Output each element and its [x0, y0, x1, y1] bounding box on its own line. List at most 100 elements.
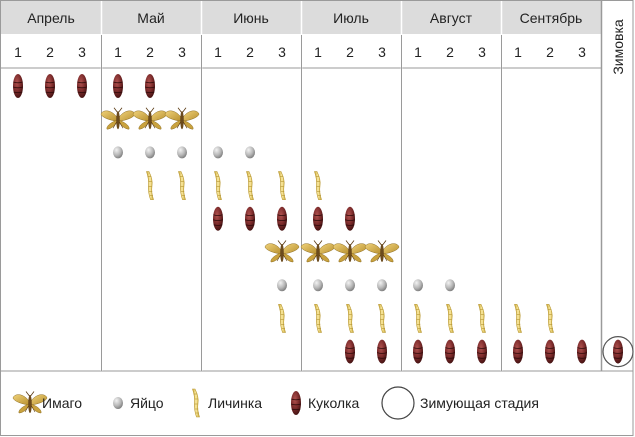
legend-label: Зимующая стадия: [420, 395, 539, 411]
egg-icon: [277, 279, 287, 292]
wintering-column: Зимовка: [602, 19, 634, 368]
decade-label: 2: [446, 44, 454, 60]
larva-icon: [314, 304, 322, 333]
stage-row: [278, 304, 554, 333]
moth-icon: [364, 240, 400, 263]
pupa-icon: [276, 206, 288, 232]
egg-icon: [445, 279, 455, 292]
month-label: Июль: [333, 10, 369, 26]
egg-icon: [177, 146, 187, 159]
larva-icon: [246, 171, 254, 200]
legend-label: Куколка: [308, 395, 360, 411]
decade-label: 3: [178, 44, 186, 60]
larva-icon: [346, 304, 354, 333]
egg-icon: [413, 279, 423, 292]
moth-icon: [100, 107, 136, 130]
legend-label: Имаго: [42, 395, 82, 411]
larva-icon: [514, 304, 522, 333]
egg-icon: [313, 279, 323, 292]
egg-icon: [113, 397, 123, 409]
decade-label: 1: [314, 44, 322, 60]
pupa-icon: [344, 206, 356, 232]
legend-item-egg: Яйцо: [113, 395, 164, 411]
decade-label: 2: [346, 44, 354, 60]
pupa-icon: [12, 73, 24, 99]
stage-row: [212, 206, 356, 232]
moth-icon: [332, 240, 368, 263]
month-label: Август: [430, 10, 473, 26]
pupa-icon: [612, 339, 624, 365]
egg-icon: [245, 146, 255, 159]
decade-label: 3: [478, 44, 486, 60]
legend-item-imago: Имаго: [12, 391, 82, 414]
decade-label: 3: [278, 44, 286, 60]
larva-icon: [146, 171, 154, 200]
legend-item-pupa: Куколка: [290, 390, 360, 416]
pupa-icon: [444, 339, 456, 365]
stage-row: [146, 171, 322, 200]
decade-label: 1: [114, 44, 122, 60]
decade-label: 2: [146, 44, 154, 60]
wintering-pupa: [602, 336, 634, 368]
decade-label: 3: [378, 44, 386, 60]
pupa-icon: [544, 339, 556, 365]
pupa-icon: [112, 73, 124, 99]
moth-icon: [132, 107, 168, 130]
decade-label: 3: [578, 44, 586, 60]
stage-row: [277, 279, 455, 292]
pupa-icon: [212, 206, 224, 232]
pupa-icon: [476, 339, 488, 365]
decade-label: 2: [246, 44, 254, 60]
pupa-icon: [44, 73, 56, 99]
moth-icon: [164, 107, 200, 130]
decade-label: 3: [78, 44, 86, 60]
larva-icon: [178, 171, 186, 200]
egg-icon: [145, 146, 155, 159]
legend-label: Яйцо: [130, 395, 164, 411]
stage-row: [12, 73, 156, 99]
egg-icon: [345, 279, 355, 292]
larva-icon: [314, 171, 322, 200]
pupa-icon: [312, 206, 324, 232]
legend-label: Личинка: [208, 395, 262, 411]
decade-label: 1: [14, 44, 22, 60]
legend-item-wintering: Зимующая стадия: [381, 386, 539, 420]
decade-label: 1: [514, 44, 522, 60]
month-label: Апрель: [27, 10, 75, 26]
month-label: Сентябрь: [520, 10, 583, 26]
month-label: Май: [137, 10, 164, 26]
decade-label: 2: [546, 44, 554, 60]
stage-row: [100, 107, 200, 130]
egg-icon: [113, 146, 123, 159]
larva-icon: [546, 304, 554, 333]
decade-label: 1: [414, 44, 422, 60]
stage-row: [264, 240, 400, 263]
decade-label: 1: [214, 44, 222, 60]
egg-icon: [213, 146, 223, 159]
legend: Имаго Яйцо Личинка Куколка Зимующая стадия: [12, 386, 539, 420]
pupa-icon: [144, 73, 156, 99]
month-labels: Апрель Май Июнь Июль Август Сентябрь: [27, 10, 582, 26]
pupa-icon: [244, 206, 256, 232]
moth-icon: [264, 240, 300, 263]
stage-row: [113, 146, 255, 159]
pupa-icon: [512, 339, 524, 365]
larva-icon: [378, 304, 386, 333]
circle-icon: [381, 386, 415, 420]
pupa-icon: [290, 390, 302, 416]
pupa-icon: [412, 339, 424, 365]
larva-icon: [214, 171, 222, 200]
larva-icon: [278, 171, 286, 200]
pupa-icon: [344, 339, 356, 365]
larva-icon: [278, 304, 286, 333]
decade-labels: 1 2 3 1 2 3 1 2 3 1 2 3 1 2 3 1 2 3: [14, 44, 586, 60]
larva-icon: [192, 388, 200, 418]
pupa-icon: [376, 339, 388, 365]
month-label: Июнь: [233, 10, 269, 26]
wintering-label: Зимовка: [610, 19, 626, 75]
larva-icon: [446, 304, 454, 333]
decade-label: 2: [46, 44, 54, 60]
moth-icon: [300, 240, 336, 263]
